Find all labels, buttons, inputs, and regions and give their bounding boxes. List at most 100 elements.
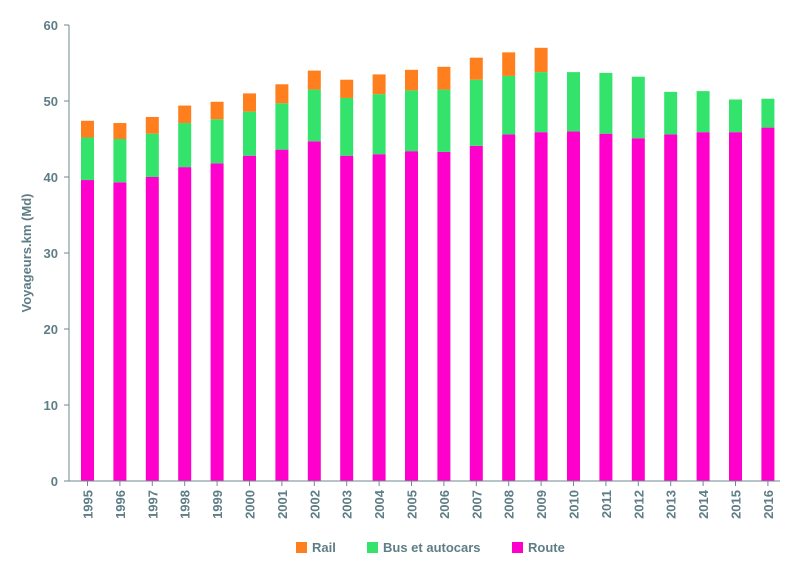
bar-rail-1999 — [210, 101, 224, 120]
bar-route-2004 — [372, 154, 386, 481]
bar-rail-2003 — [340, 79, 354, 98]
bar-bus-et-autocars-1997 — [145, 133, 159, 177]
bar-route-1998 — [178, 167, 192, 481]
bar-route-2007 — [469, 145, 483, 481]
bar-route-2015 — [729, 132, 742, 481]
x-tick-label-2006: 2006 — [437, 490, 452, 519]
bar-rail-2000 — [243, 93, 256, 112]
bar-route-2016 — [761, 127, 775, 481]
bar-rail-2007 — [469, 57, 483, 80]
bar-route-1995 — [81, 180, 94, 482]
bar-bus-et-autocars-2016 — [761, 98, 775, 128]
x-tick-label-1995: 1995 — [81, 490, 96, 519]
bar-bus-et-autocars-2014 — [696, 91, 710, 133]
bar-route-2013 — [664, 134, 678, 481]
bar-rail-1997 — [145, 116, 159, 134]
x-tick-label-2015: 2015 — [729, 490, 744, 519]
bar-bus-et-autocars-2006 — [437, 89, 451, 152]
bar-route-2002 — [307, 141, 321, 481]
bar-route-2005 — [405, 151, 418, 481]
legend-label-rail: Rail — [312, 540, 336, 555]
x-tick-label-2004: 2004 — [372, 489, 387, 519]
legend: Rail Bus et autocars Route — [296, 540, 565, 555]
x-tick-label-2014: 2014 — [696, 489, 711, 519]
bar-rail-2002 — [307, 70, 321, 90]
legend-swatch-rail — [296, 542, 307, 553]
x-tick-label-2010: 2010 — [567, 490, 582, 519]
x-tick-label-1996: 1996 — [113, 490, 128, 519]
x-tick-label-2009: 2009 — [534, 490, 549, 519]
bar-route-2006 — [437, 151, 451, 482]
bar-route-2003 — [340, 155, 354, 481]
bar-route-1996 — [113, 182, 127, 481]
bar-route-2014 — [696, 132, 710, 481]
bar-bus-et-autocars-2002 — [307, 89, 321, 142]
bar-bus-et-autocars-1995 — [81, 137, 94, 181]
x-ticks-group: 1995 1996 1997 1998 1999 2000 2001 2002 2003 2004… — [81, 481, 776, 519]
bar-bus-et-autocars-2009 — [534, 72, 548, 133]
bar-bus-et-autocars-2012 — [631, 76, 645, 139]
bar-bus-et-autocars-2001 — [275, 103, 289, 150]
x-tick-label-1997: 1997 — [145, 490, 160, 519]
y-tick-label: 0 — [51, 474, 58, 489]
y-tick-label: 60 — [44, 18, 58, 33]
x-tick-label-2013: 2013 — [664, 490, 679, 519]
bar-bus-et-autocars-2013 — [664, 91, 678, 135]
y-tick-label: 30 — [44, 246, 58, 261]
bar-bus-et-autocars-2005 — [405, 90, 418, 152]
x-tick-label-2016: 2016 — [761, 490, 776, 519]
x-tick-label-2003: 2003 — [340, 490, 355, 519]
bar-rail-2008 — [502, 52, 516, 76]
bar-route-2008 — [502, 134, 516, 481]
x-tick-label-1999: 1999 — [210, 490, 225, 519]
y-tick-label: 10 — [44, 398, 58, 413]
x-tick-label-2008: 2008 — [502, 490, 517, 519]
bar-rail-1996 — [113, 123, 127, 139]
bar-rail-1995 — [81, 120, 94, 138]
y-tick-label: 40 — [44, 170, 58, 185]
bar-bus-et-autocars-2008 — [502, 75, 516, 135]
bar-bus-et-autocars-1998 — [178, 123, 192, 168]
bar-route-2009 — [534, 132, 548, 481]
x-tick-label-2000: 2000 — [243, 490, 258, 519]
x-tick-label-2002: 2002 — [307, 490, 322, 519]
bar-bus-et-autocars-2000 — [243, 111, 256, 156]
bar-route-2000 — [243, 155, 256, 481]
bar-route-2012 — [631, 138, 645, 482]
bar-rail-2001 — [275, 84, 289, 104]
x-tick-label-1998: 1998 — [178, 490, 193, 519]
y-tick-label: 20 — [44, 322, 58, 337]
bar-bus-et-autocars-2010 — [567, 72, 580, 132]
bar-bus-et-autocars-2015 — [729, 99, 742, 133]
bar-bus-et-autocars-1999 — [210, 119, 224, 164]
bar-route-1997 — [145, 177, 159, 481]
x-tick-label-2007: 2007 — [469, 490, 484, 519]
bar-rail-1998 — [178, 105, 192, 124]
bars-group — [81, 47, 775, 482]
bar-bus-et-autocars-2007 — [469, 79, 483, 146]
x-tick-label-2001: 2001 — [275, 490, 290, 519]
y-ticks-group: 0 10 20 30 40 50 60 — [44, 18, 69, 489]
bar-rail-2005 — [405, 69, 418, 91]
x-tick-label-2011: 2011 — [599, 490, 614, 518]
legend-label-bus-et-autocars: Bus et autocars — [383, 540, 481, 555]
bar-route-1999 — [210, 163, 224, 481]
x-tick-label-2012: 2012 — [631, 490, 646, 519]
legend-swatch-bus-et-autocars — [367, 542, 378, 553]
y-tick-label: 50 — [44, 94, 58, 109]
legend-swatch-route — [512, 542, 523, 553]
bar-route-2001 — [275, 149, 289, 481]
bar-bus-et-autocars-2004 — [372, 94, 386, 155]
bar-route-2010 — [567, 131, 580, 481]
bar-bus-et-autocars-2011 — [599, 72, 613, 134]
x-tick-label-2005: 2005 — [405, 490, 420, 519]
legend-label-route: Route — [528, 540, 565, 555]
bar-rail-2006 — [437, 66, 451, 90]
bar-bus-et-autocars-1996 — [113, 139, 127, 183]
y-axis-title: Voyageurs.km (Md) — [19, 194, 34, 313]
bar-bus-et-autocars-2003 — [340, 97, 354, 156]
bar-rail-2004 — [372, 74, 386, 95]
bar-route-2011 — [599, 133, 613, 481]
bar-rail-2009 — [534, 47, 548, 73]
